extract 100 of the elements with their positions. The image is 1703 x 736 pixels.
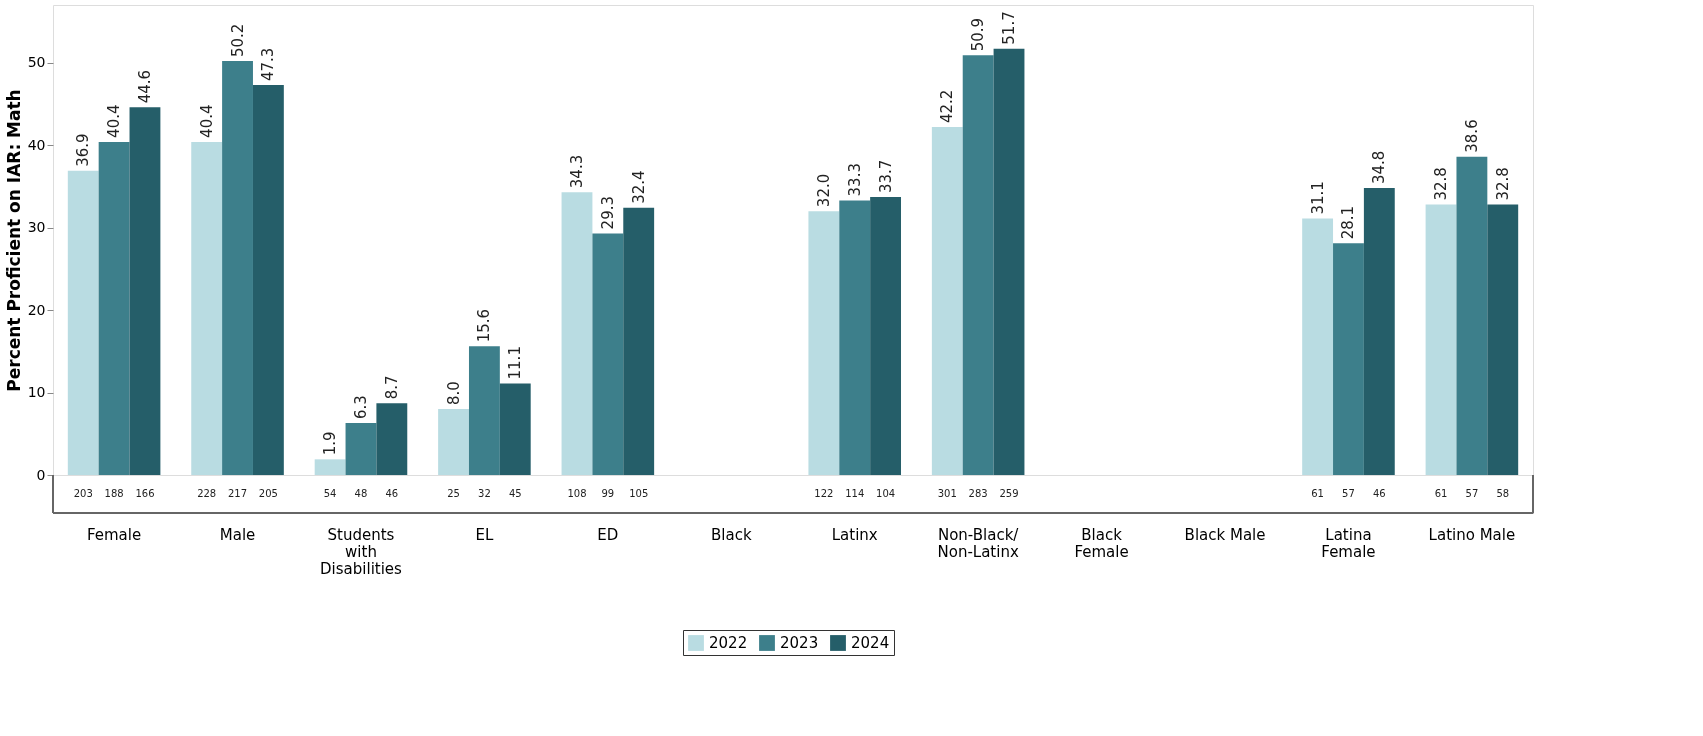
text: 46	[1372, 488, 1386, 499]
data-label: 50.2	[228, 23, 247, 58]
data-label: 34.3	[567, 154, 586, 189]
text: 188	[104, 488, 124, 499]
y-tick-label: 30	[27, 219, 46, 236]
text: 61	[1311, 488, 1324, 499]
bar	[1363, 188, 1395, 475]
bar	[499, 383, 531, 475]
bar	[1302, 218, 1334, 475]
data-label: 42.2	[938, 89, 957, 124]
text: 114	[845, 488, 865, 499]
bar	[314, 459, 346, 475]
text: 122	[814, 488, 834, 499]
bar	[438, 409, 469, 475]
data-label: 51.7	[1000, 11, 1019, 45]
x-tick-label: Latina Female	[1321, 525, 1376, 561]
bar	[870, 197, 902, 475]
bar	[962, 55, 994, 475]
bar	[808, 211, 840, 475]
data-label: 6.3	[351, 395, 370, 420]
bar	[98, 141, 130, 475]
bar	[1487, 204, 1519, 475]
bar	[623, 207, 655, 475]
bar	[839, 200, 871, 475]
text: 45	[508, 488, 522, 499]
text: 105	[629, 488, 649, 499]
bar	[1425, 204, 1457, 475]
text: 48	[354, 488, 368, 499]
text: 25	[447, 488, 460, 499]
bar	[67, 170, 99, 475]
text: 217	[227, 488, 248, 499]
bar	[252, 84, 284, 475]
data-label: 31.1	[1308, 181, 1327, 215]
data-label: 36.9	[74, 133, 93, 167]
bar	[222, 61, 253, 475]
text: 99	[601, 488, 615, 499]
text: 58	[1496, 488, 1510, 499]
x-tick-label: Black	[710, 525, 752, 544]
text: 205	[258, 488, 278, 499]
y-tick-label: 50	[27, 54, 46, 71]
y-tick-label: 10	[27, 384, 46, 401]
y-tick-label: 40	[27, 136, 46, 153]
bar	[345, 423, 377, 475]
text: 166	[135, 488, 155, 499]
x-tick-label: ED	[597, 525, 619, 544]
text: 57	[1465, 488, 1479, 499]
text: 228	[197, 488, 217, 499]
data-label: 40.4	[197, 104, 216, 138]
text: 32	[478, 488, 491, 499]
text: 259	[999, 488, 1019, 499]
x-tick-label: Black Female	[1074, 525, 1129, 561]
x-tick-label: Black Male	[1184, 525, 1266, 544]
data-label: 38.6	[1462, 119, 1481, 153]
bar	[468, 346, 500, 475]
text: 104	[876, 488, 896, 499]
data-label: 15.6	[475, 308, 494, 343]
x-tick-label: Students with Disabilities	[320, 525, 403, 578]
legend-label: 2022	[709, 634, 748, 652]
x-tick-label: Male	[219, 525, 256, 544]
bar	[561, 192, 593, 475]
bar	[592, 233, 624, 475]
text: 203	[73, 488, 93, 499]
text: 283	[968, 488, 988, 499]
y-tick-label: 0	[36, 466, 46, 483]
x-tick-label: Non-Black/Non-Latinx	[937, 525, 1020, 561]
y-tick-label: 20	[27, 301, 46, 318]
legend-label: 2023	[780, 634, 819, 652]
bar	[1456, 156, 1488, 475]
bar	[993, 48, 1025, 475]
data-label: 47.3	[259, 47, 278, 81]
data-label: 32.8	[1432, 167, 1451, 201]
data-label: 50.9	[969, 17, 988, 52]
data-label: 32.0	[814, 173, 833, 208]
x-tick-label: Latinx	[831, 525, 878, 544]
text: 301	[937, 488, 957, 499]
data-label: 28.1	[1339, 205, 1358, 240]
data-label: 34.8	[1370, 150, 1389, 185]
data-label: 8.7	[382, 375, 401, 400]
data-label: 32.4	[629, 170, 648, 204]
data-label: 40.4	[105, 104, 124, 138]
text: 57	[1342, 488, 1355, 499]
x-tick-label: Female	[86, 525, 142, 544]
data-label: 29.3	[598, 196, 617, 230]
text: 108	[567, 488, 587, 499]
text: 54	[323, 488, 337, 499]
legend-label: 2024	[851, 634, 890, 652]
bar	[931, 127, 963, 475]
bar	[191, 141, 223, 475]
bar	[129, 107, 161, 475]
text: 61	[1434, 488, 1448, 499]
y-axis-title: Percent Proficient on IAR: Math	[3, 89, 24, 392]
data-label: 44.6	[135, 69, 154, 104]
x-tick-label: Latino Male	[1428, 525, 1516, 544]
data-label: 32.8	[1493, 167, 1512, 201]
x-tick-label: EL	[475, 525, 494, 544]
data-label: 8.0	[444, 381, 463, 406]
data-label: 33.3	[845, 163, 864, 197]
bar	[376, 403, 408, 475]
data-label: 33.7	[876, 159, 895, 194]
data-label: 1.9	[321, 431, 340, 456]
